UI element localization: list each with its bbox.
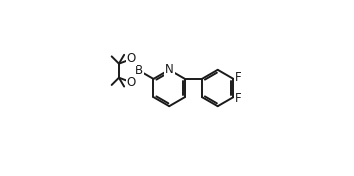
Text: F: F: [235, 92, 242, 105]
Text: F: F: [235, 71, 242, 84]
Text: N: N: [165, 63, 173, 76]
Text: O: O: [127, 76, 136, 89]
Text: O: O: [127, 52, 136, 65]
Text: B: B: [135, 64, 143, 77]
